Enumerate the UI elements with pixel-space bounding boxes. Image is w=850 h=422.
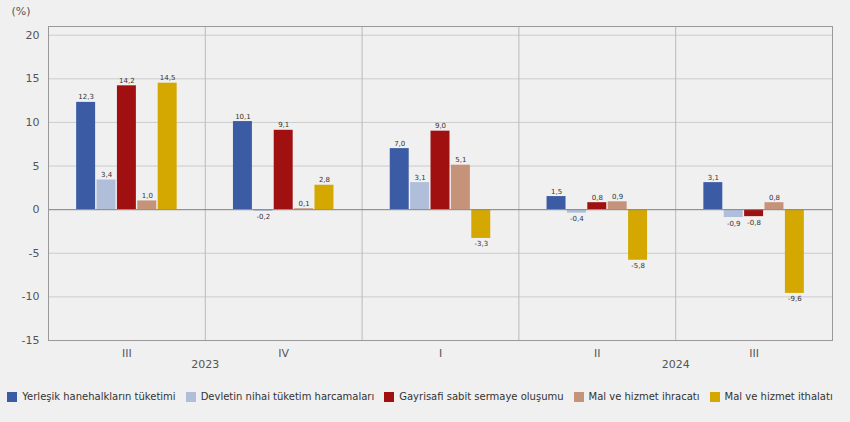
svg-text:0,9: 0,9 <box>612 193 623 201</box>
svg-text:-9,6: -9,6 <box>788 295 802 303</box>
svg-text:5,1: 5,1 <box>455 156 466 164</box>
svg-text:5: 5 <box>33 160 40 173</box>
svg-text:-5,8: -5,8 <box>631 262 645 270</box>
svg-text:IV: IV <box>278 347 289 360</box>
svg-text:0: 0 <box>33 203 40 216</box>
svg-text:7,0: 7,0 <box>394 140 405 148</box>
svg-text:2023: 2023 <box>191 358 219 371</box>
svg-text:II: II <box>594 347 601 360</box>
svg-text:3,1: 3,1 <box>708 174 719 182</box>
svg-text:-3,3: -3,3 <box>474 240 488 248</box>
svg-text:2,8: 2,8 <box>319 176 330 184</box>
svg-text:14,2: 14,2 <box>119 77 135 85</box>
svg-text:0,8: 0,8 <box>769 194 780 202</box>
svg-text:-0,2: -0,2 <box>256 213 270 221</box>
svg-text:10,1: 10,1 <box>235 113 251 121</box>
svg-text:-0,9: -0,9 <box>727 219 741 227</box>
svg-text:10: 10 <box>26 116 40 129</box>
svg-text:2024: 2024 <box>662 358 690 371</box>
svg-text:(%): (%) <box>12 5 31 18</box>
svg-text:-5: -5 <box>29 247 40 260</box>
svg-text:9,1: 9,1 <box>278 121 289 129</box>
svg-text:15: 15 <box>26 72 40 85</box>
svg-text:-10: -10 <box>22 290 40 303</box>
html-text:Devletin nihai tüketim harcama: Devletin nihai tüketim harcamaları <box>200 391 375 402</box>
svg-text:0,1: 0,1 <box>299 200 310 208</box>
svg-text:III: III <box>749 347 759 360</box>
svg-text:-0,4: -0,4 <box>570 215 584 223</box>
svg-text:III: III <box>122 347 132 360</box>
svg-text:1,0: 1,0 <box>142 192 153 200</box>
svg-text:1,5: 1,5 <box>551 188 562 196</box>
svg-text:12,3: 12,3 <box>78 93 94 101</box>
svg-text:3,4: 3,4 <box>101 171 113 179</box>
html-text:Yerleşik hanehalkların tüketim: Yerleşik hanehalkların tüketimi <box>22 391 176 402</box>
svg-text:9,0: 9,0 <box>435 122 446 130</box>
svg-text:14,5: 14,5 <box>160 74 176 82</box>
html-text:Mal ve hizmet ihracatı: Mal ve hizmet ihracatı <box>588 391 700 402</box>
html-text:Mal ve hizmet ithalatı: Mal ve hizmet ithalatı <box>724 391 833 402</box>
svg-text:-15: -15 <box>22 334 40 347</box>
svg-text:I: I <box>439 347 442 360</box>
svg-text:-0,8: -0,8 <box>747 219 761 227</box>
svg-text:0,8: 0,8 <box>592 194 603 202</box>
svg-text:20: 20 <box>26 29 40 42</box>
svg-text:3,1: 3,1 <box>415 174 426 182</box>
html-text:Gayrisafi sabit sermaye oluşum: Gayrisafi sabit sermaye oluşumu <box>399 391 564 402</box>
